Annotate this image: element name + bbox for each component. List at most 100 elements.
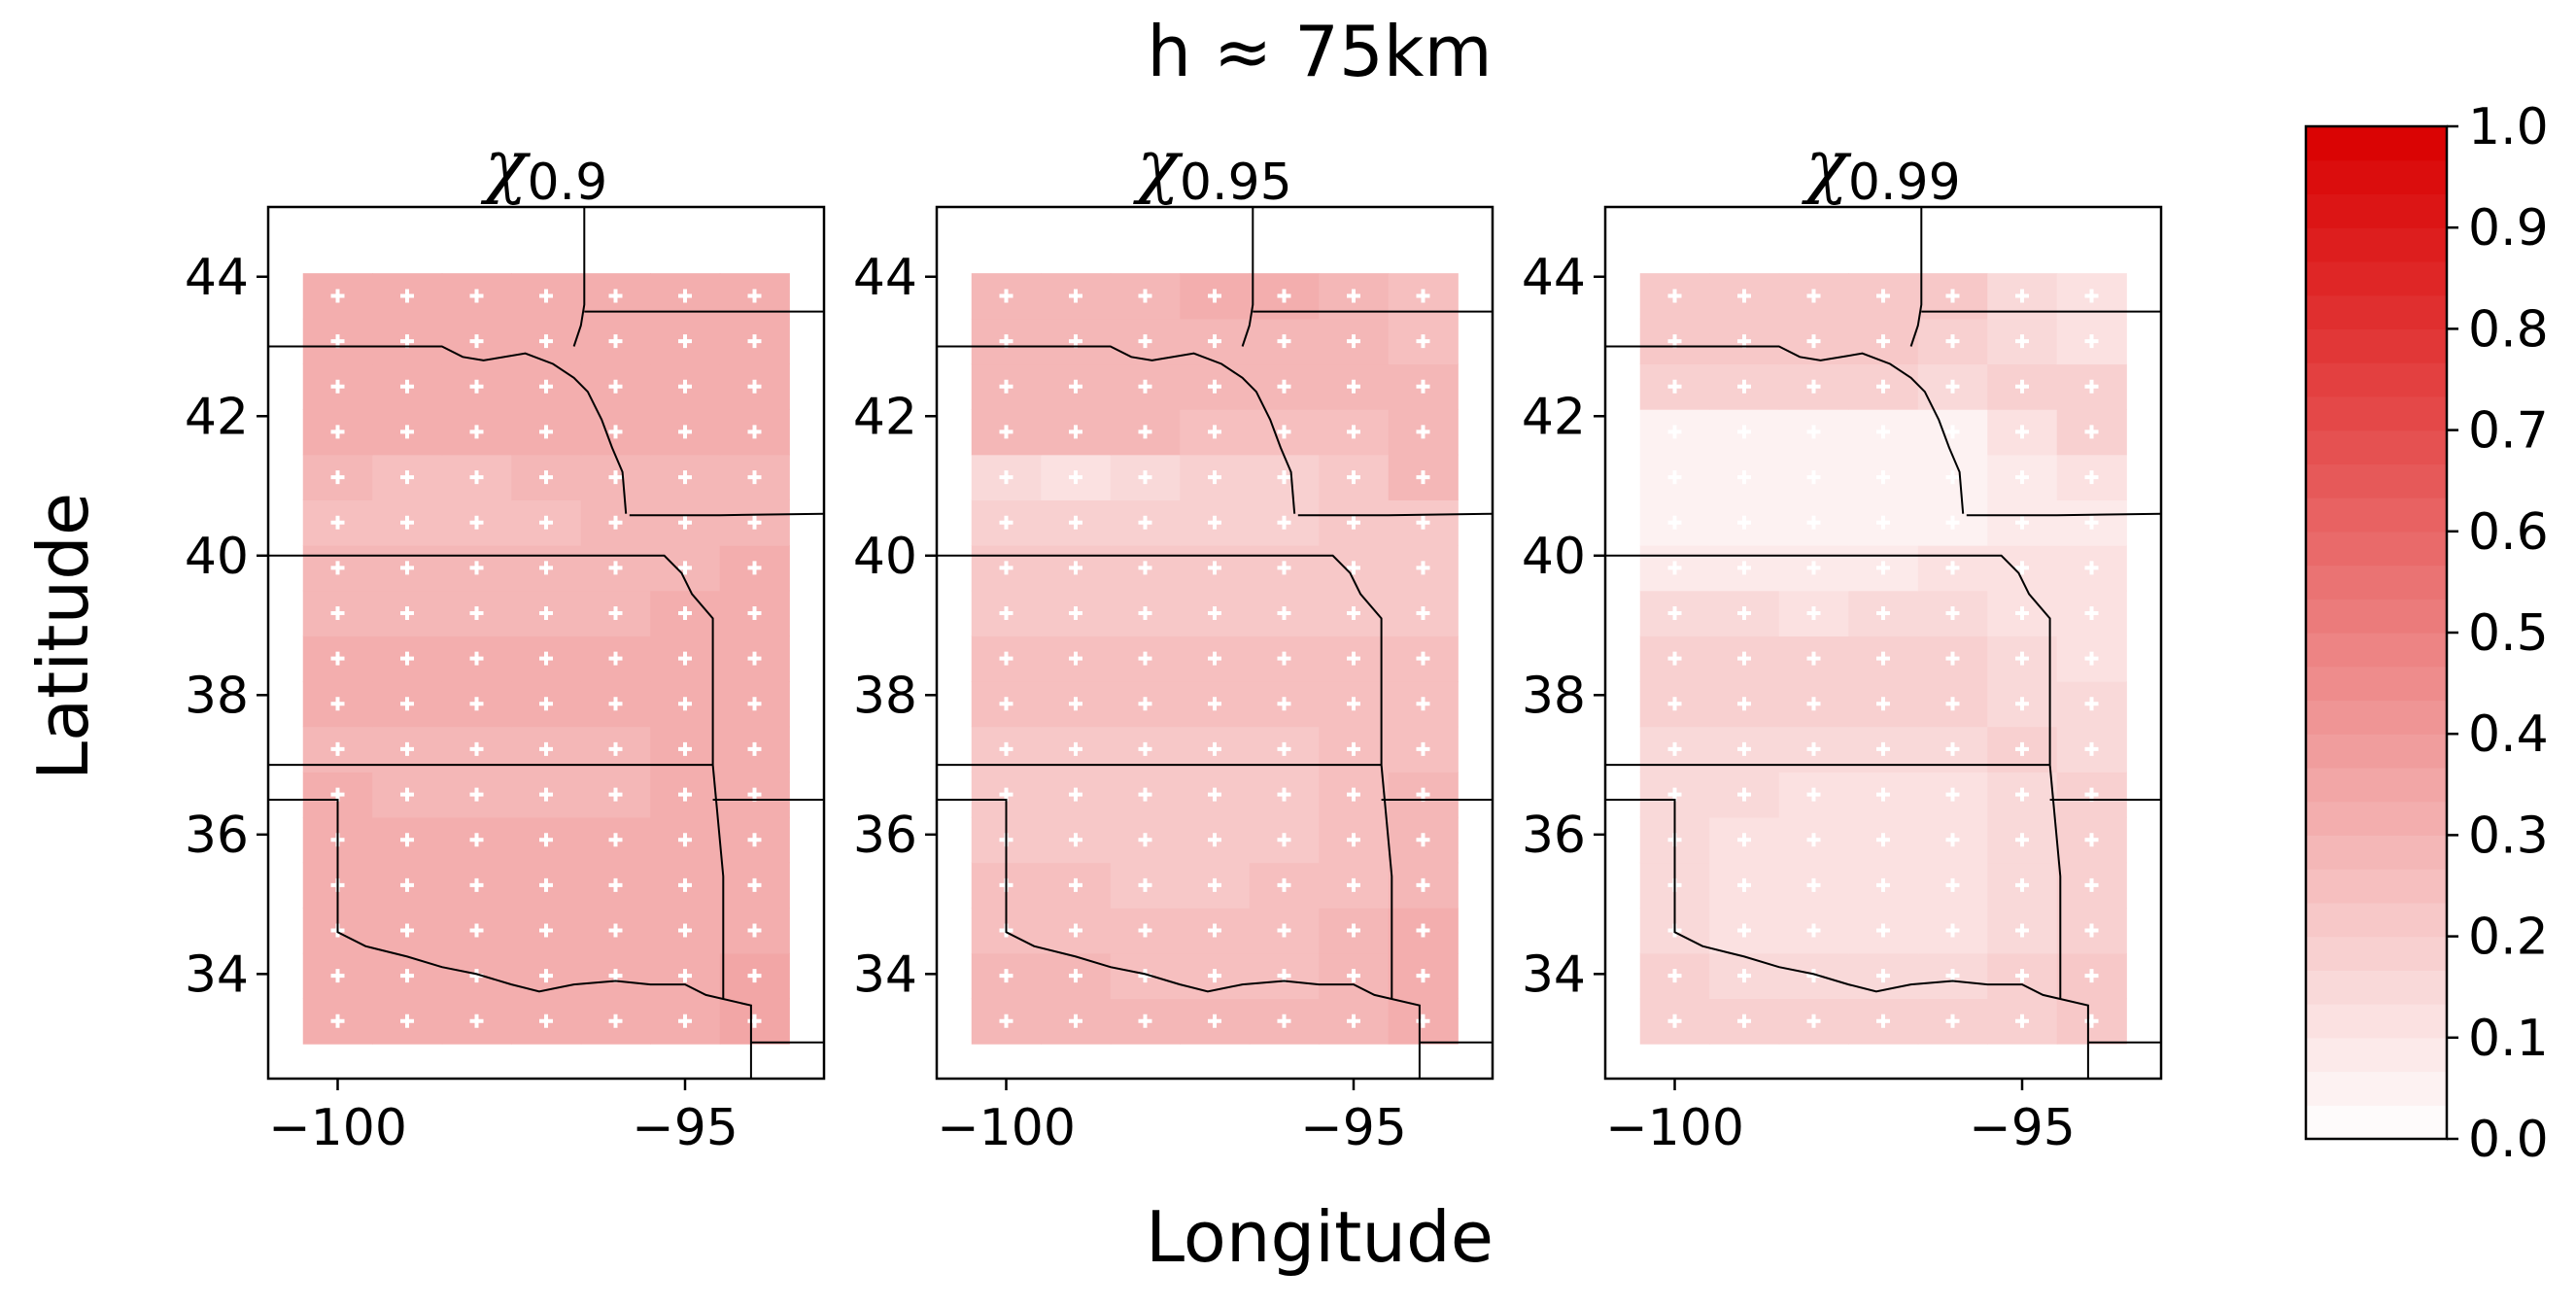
significance-marker — [678, 470, 692, 485]
significance-marker — [1069, 515, 1082, 530]
colorbar-tick-label: 1.0 — [2468, 98, 2549, 156]
significance-marker — [608, 741, 623, 756]
significance-marker — [1737, 741, 1751, 756]
significance-marker — [400, 379, 414, 394]
significance-marker — [2015, 741, 2029, 756]
significance-marker — [1069, 470, 1082, 485]
significance-marker — [539, 923, 553, 938]
significance-marker — [1737, 651, 1751, 666]
significance-marker — [1945, 787, 1960, 802]
state-border-line — [1966, 512, 2161, 517]
significance-marker — [1806, 877, 1821, 892]
significance-marker — [2084, 289, 2099, 303]
colorbar-segment — [2306, 565, 2447, 600]
significance-marker — [400, 651, 414, 666]
significance-marker — [1737, 923, 1751, 938]
significance-marker — [1945, 425, 1960, 439]
significance-marker — [747, 833, 762, 847]
significance-marker — [1945, 741, 1960, 756]
significance-marker — [1806, 561, 1821, 575]
significance-marker — [608, 561, 623, 575]
significance-marker — [999, 515, 1013, 530]
significance-marker — [1806, 515, 1821, 530]
significance-marker — [539, 425, 553, 439]
significance-marker — [2084, 515, 2099, 530]
significance-marker — [2084, 1014, 2099, 1028]
significance-marker — [330, 1014, 345, 1028]
significance-marker — [1667, 561, 1682, 575]
figure-title: h ≈ 75km — [1147, 11, 1492, 92]
significance-marker — [1208, 697, 1221, 711]
significance-marker — [1416, 741, 1430, 756]
significance-marker — [747, 741, 762, 756]
significance-marker — [608, 470, 623, 485]
significance-marker — [678, 741, 692, 756]
significance-marker — [1876, 379, 1890, 394]
x-tick-label: −100 — [268, 1099, 407, 1157]
x-tick-label: −95 — [1969, 1099, 2076, 1157]
panel-title: χ0.95 — [1132, 124, 1291, 212]
significance-marker — [1737, 379, 1751, 394]
significance-marker — [1806, 470, 1821, 485]
state-border-line — [629, 512, 824, 517]
significance-marker — [1667, 606, 1682, 621]
significance-marker — [1347, 787, 1360, 802]
significance-marker — [1138, 697, 1152, 711]
significance-marker — [2015, 379, 2029, 394]
significance-marker — [1945, 877, 1960, 892]
significance-marker — [1069, 833, 1082, 847]
significance-marker — [678, 923, 692, 938]
significance-marker — [747, 515, 762, 530]
significance-marker — [1208, 470, 1221, 485]
significance-marker — [469, 923, 484, 938]
significance-marker — [1876, 470, 1890, 485]
y-tick-label: 36 — [853, 807, 917, 865]
significance-marker — [1208, 334, 1221, 349]
significance-marker — [1347, 1014, 1360, 1028]
significance-marker — [330, 651, 345, 666]
significance-marker — [999, 561, 1013, 575]
significance-marker — [678, 651, 692, 666]
colorbar-segment — [2306, 260, 2447, 296]
significance-marker — [539, 651, 553, 666]
significance-marker — [999, 697, 1013, 711]
significance-marker — [330, 425, 345, 439]
significance-marker — [678, 379, 692, 394]
significance-marker — [1416, 877, 1430, 892]
significance-marker — [1737, 969, 1751, 983]
significance-marker — [1277, 651, 1291, 666]
significance-marker — [1277, 741, 1291, 756]
significance-marker — [678, 561, 692, 575]
significance-marker — [2015, 923, 2029, 938]
significance-marker — [1347, 379, 1360, 394]
significance-marker — [2015, 651, 2029, 666]
colorbar-segment — [2306, 464, 2447, 498]
significance-marker — [1876, 289, 1890, 303]
significance-marker — [999, 470, 1013, 485]
significance-marker — [2084, 741, 2099, 756]
colorbar-segment — [2306, 970, 2447, 1005]
significance-marker — [1945, 334, 1960, 349]
significance-marker — [608, 923, 623, 938]
significance-marker — [1208, 651, 1221, 666]
significance-marker — [999, 969, 1013, 983]
significance-marker — [1347, 923, 1360, 938]
significance-marker — [330, 515, 345, 530]
significance-marker — [1737, 515, 1751, 530]
y-tick-label: 44 — [1522, 249, 1586, 307]
significance-marker — [1138, 787, 1152, 802]
colorbar-segment — [2306, 936, 2447, 971]
state-border-line — [268, 799, 752, 1079]
significance-marker — [1277, 1014, 1291, 1028]
significance-marker — [1208, 969, 1221, 983]
state-border-line — [937, 554, 1383, 766]
significance-marker — [2015, 833, 2029, 847]
y-tick-label: 40 — [1522, 528, 1586, 586]
significance-marker — [1277, 289, 1291, 303]
y-tick-label: 34 — [185, 945, 249, 1004]
significance-marker — [539, 697, 553, 711]
colorbar-tick-label: 0.9 — [2468, 199, 2549, 258]
y-tick-label: 44 — [853, 249, 917, 307]
significance-marker — [1138, 334, 1152, 349]
significance-marker — [1876, 1014, 1890, 1028]
